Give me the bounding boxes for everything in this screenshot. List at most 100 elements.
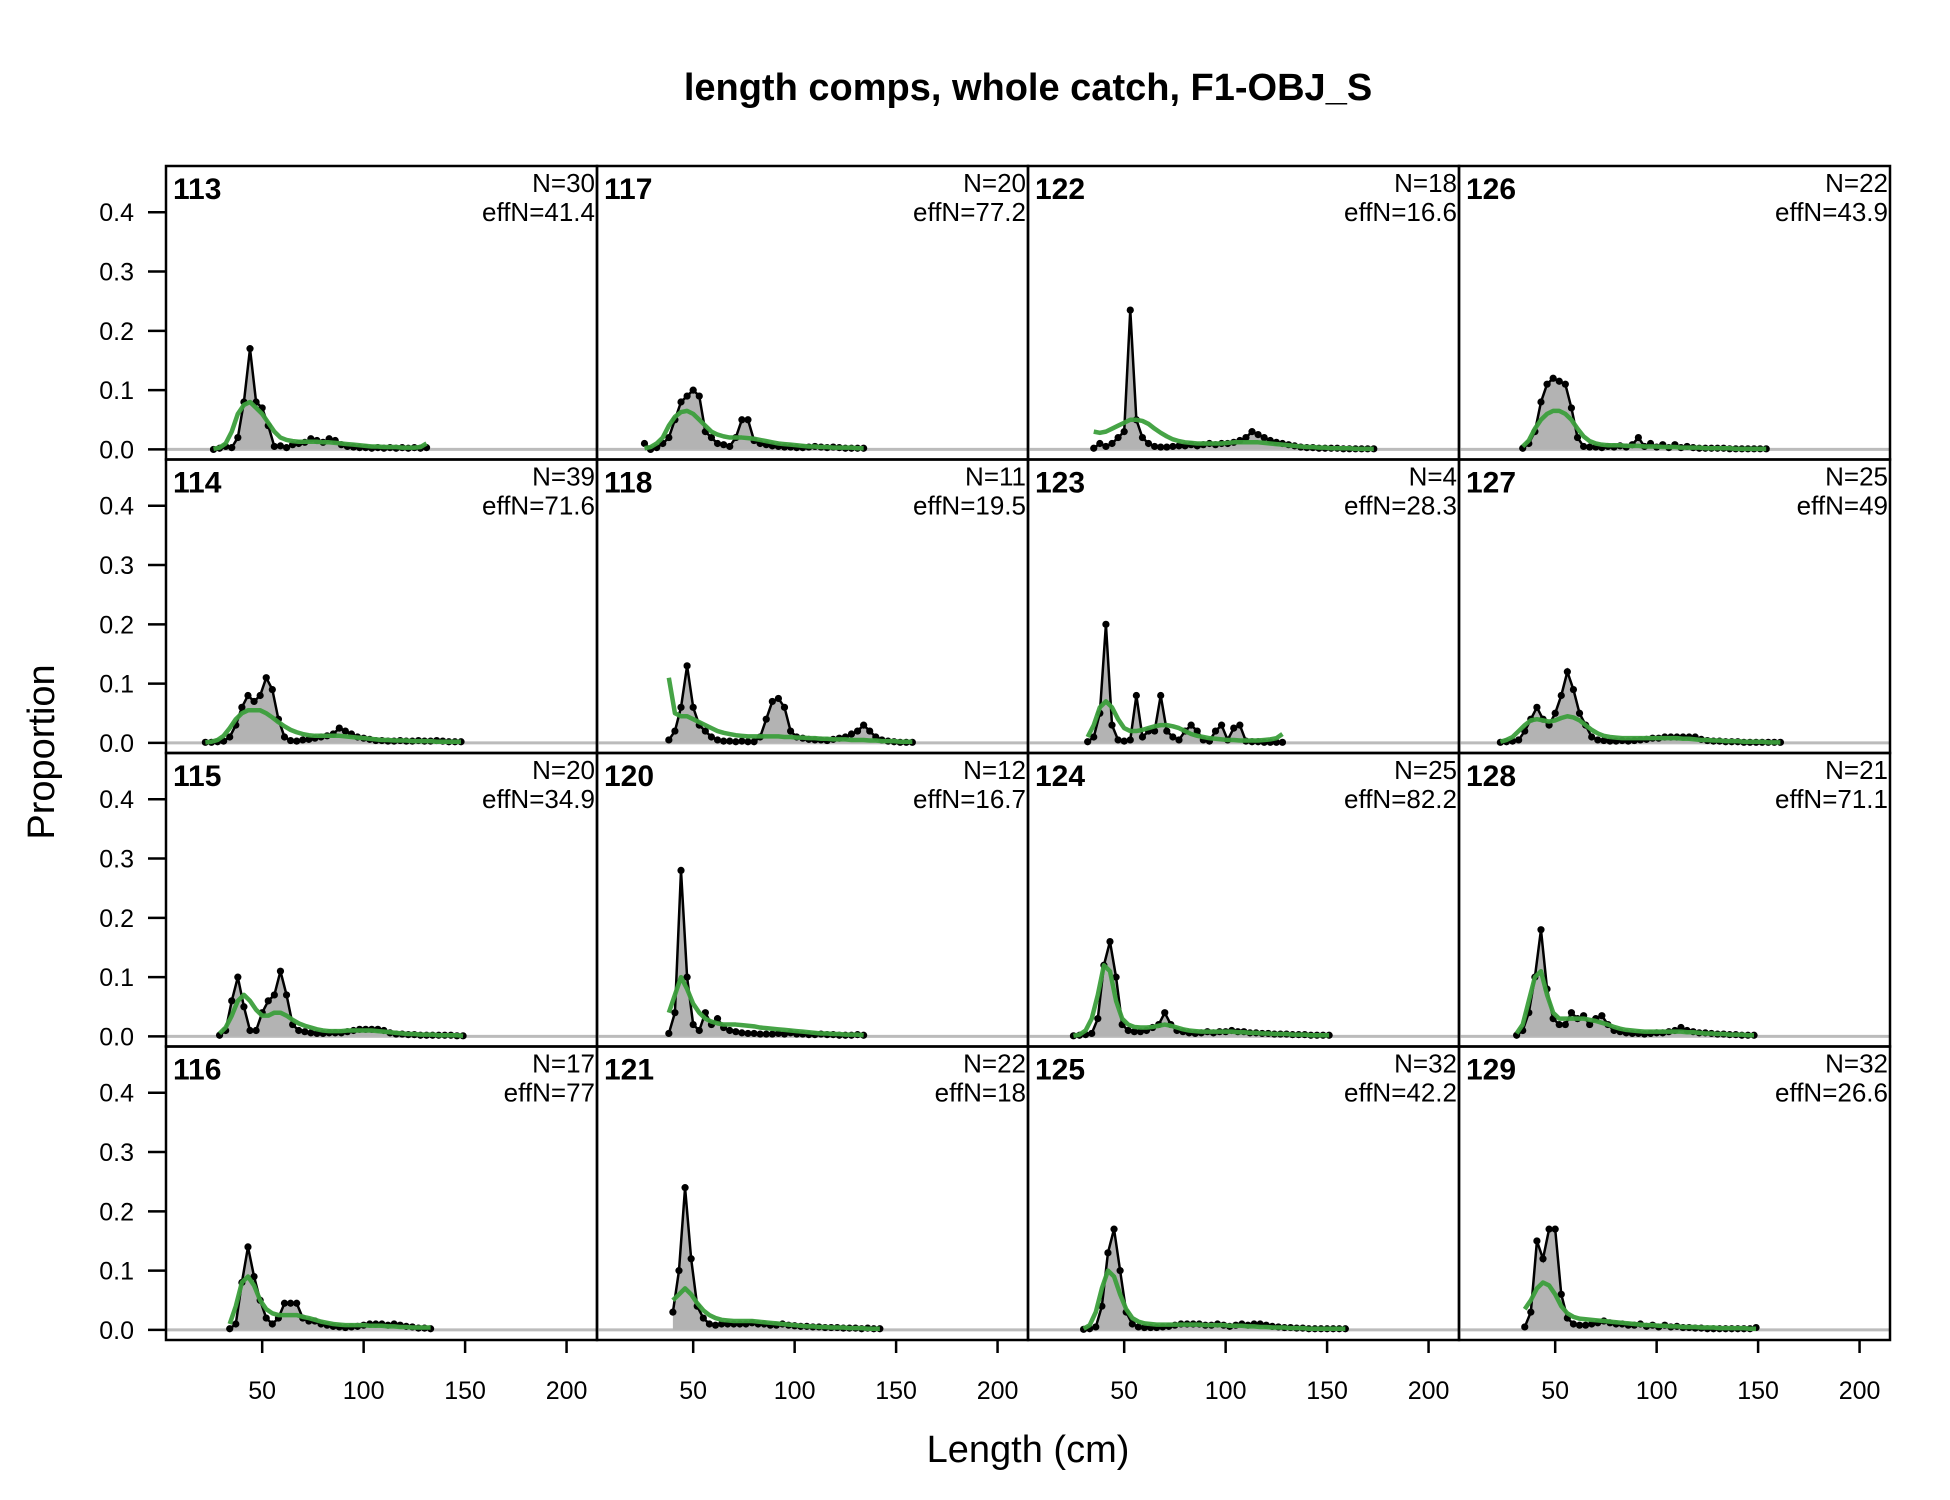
observed-point <box>1598 1012 1606 1020</box>
observed-point <box>226 733 234 741</box>
observed-point <box>228 997 236 1005</box>
observed-point <box>726 1026 734 1035</box>
observed-point <box>1124 1026 1132 1035</box>
panel-plot-area <box>1459 1225 1890 1333</box>
observed-point <box>1114 736 1122 744</box>
observed-point <box>232 1320 240 1328</box>
observed-point <box>276 442 285 450</box>
y-tick-label: 0.4 <box>99 493 134 521</box>
observed-point <box>1114 433 1122 442</box>
observed-point <box>307 1029 315 1037</box>
sample-size-label: N=25 <box>1825 462 1888 492</box>
observed-point <box>1144 439 1153 448</box>
observed-point <box>713 736 722 744</box>
observed-point <box>1573 433 1582 442</box>
observed-point <box>1161 1009 1169 1017</box>
observed-area <box>205 677 462 743</box>
observed-point <box>713 439 722 448</box>
panel-plot-area <box>597 1184 1028 1333</box>
observed-point <box>246 1026 254 1035</box>
sample-size-label: N=12 <box>963 755 1026 785</box>
observed-area <box>229 1246 431 1330</box>
observed-point <box>750 1029 758 1038</box>
observed-point <box>280 1299 289 1307</box>
x-tick-label: 100 <box>1205 1377 1247 1405</box>
observed-point <box>1136 1028 1145 1036</box>
observed-point <box>264 997 272 1005</box>
observed-point <box>1533 1237 1541 1245</box>
panel-label: 128 <box>1466 760 1516 793</box>
observed-point <box>732 1028 740 1036</box>
observed-point <box>671 727 679 735</box>
sample-size-label: N=32 <box>1825 1049 1888 1079</box>
observed-point <box>1567 404 1576 412</box>
observed-point <box>1677 1023 1685 1032</box>
panel-plot-area <box>166 674 597 746</box>
observed-area <box>1073 941 1330 1037</box>
observed-point <box>286 736 295 745</box>
observed-point <box>276 967 285 975</box>
observed-point <box>234 433 242 442</box>
observed-point <box>1515 736 1523 744</box>
observed-point <box>1157 443 1165 451</box>
observed-point <box>695 1026 703 1035</box>
observed-point <box>1537 926 1545 934</box>
observed-point <box>1175 442 1183 450</box>
observed-point <box>1575 709 1584 717</box>
observed-point <box>738 737 746 745</box>
observed-point <box>244 1243 252 1251</box>
observed-area <box>219 971 464 1037</box>
observed-area <box>1087 624 1283 743</box>
observed-point <box>238 703 246 711</box>
sample-size-label: N=18 <box>1394 168 1457 198</box>
panel-plot-area <box>1028 1225 1459 1333</box>
observed-point <box>1092 1323 1100 1331</box>
observed-point <box>1138 433 1147 442</box>
y-tick-label: 0.3 <box>99 846 134 874</box>
observed-point <box>707 433 716 442</box>
observed-point <box>1563 668 1571 676</box>
y-tick-label: 0.0 <box>99 1317 134 1345</box>
y-axis-label: Proportion <box>21 664 63 839</box>
x-tick-label: 200 <box>1839 1377 1881 1405</box>
x-tick-label: 200 <box>546 1377 588 1405</box>
observed-point <box>774 694 783 703</box>
observed-point <box>1634 433 1642 442</box>
y-tick-label: 0.1 <box>99 671 134 699</box>
observed-line <box>671 1187 880 1330</box>
panel-label: 113 <box>173 173 221 206</box>
observed-point <box>293 737 301 745</box>
observed-point <box>677 703 685 711</box>
observed-point <box>726 737 734 745</box>
observed-point <box>1134 1323 1142 1331</box>
effective-n-label: effN=41.4 <box>482 197 595 227</box>
observed-point <box>669 1308 677 1316</box>
observed-point <box>1151 442 1159 451</box>
observed-point <box>665 1029 673 1038</box>
observed-point <box>1096 439 1104 448</box>
observed-point <box>262 1314 270 1322</box>
x-tick-label: 150 <box>444 1377 486 1405</box>
panel-plot-area <box>166 1243 597 1333</box>
panel-plot-area <box>597 866 1028 1039</box>
observed-point <box>1128 1320 1136 1328</box>
x-tick-label: 100 <box>343 1377 385 1405</box>
observed-point <box>1163 727 1171 735</box>
panel-label: 114 <box>173 467 222 500</box>
y-tick-label: 0.1 <box>99 377 134 405</box>
panel-plot-area <box>1028 937 1459 1040</box>
expected-line <box>666 974 864 1038</box>
observed-point <box>1594 736 1602 744</box>
observed-point <box>1527 1308 1535 1316</box>
x-axis-label: Length (cm) <box>927 1429 1130 1471</box>
observed-point <box>1549 374 1557 382</box>
observed-point <box>293 1299 301 1307</box>
observed-point <box>675 1267 683 1275</box>
observed-point <box>280 733 289 741</box>
expected-line <box>227 1274 431 1330</box>
